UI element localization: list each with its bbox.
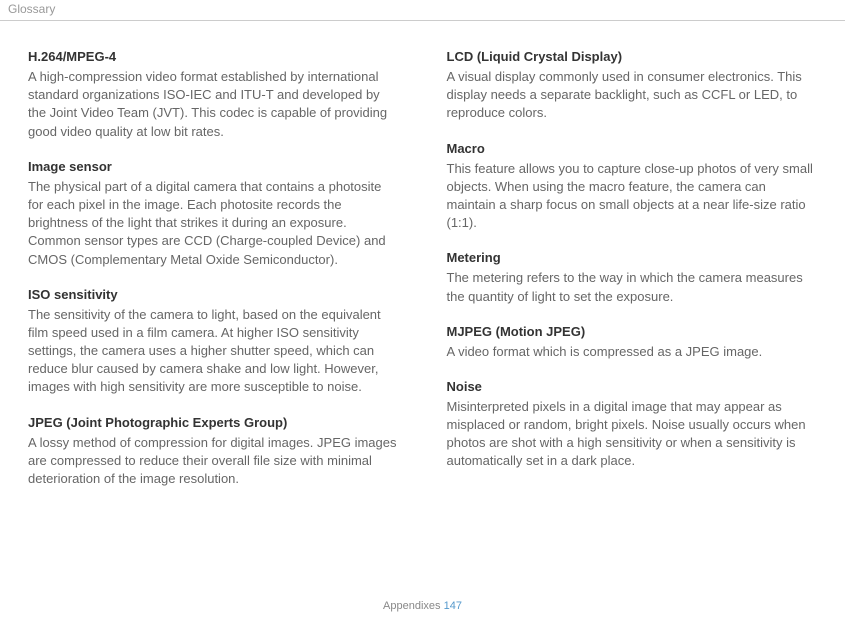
glossary-definition: A visual display commonly used in consum… [447, 68, 818, 123]
glossary-entry: Noise Misinterpreted pixels in a digital… [447, 379, 818, 471]
glossary-entry: Metering The metering refers to the way … [447, 250, 818, 305]
glossary-definition: A lossy method of compression for digita… [28, 434, 399, 489]
page-number: 147 [444, 600, 462, 612]
glossary-definition: The physical part of a digital camera th… [28, 178, 399, 269]
glossary-term: ISO sensitivity [28, 287, 399, 302]
glossary-definition: The metering refers to the way in which … [447, 269, 818, 305]
glossary-entry: ISO sensitivity The sensitivity of the c… [28, 287, 399, 397]
glossary-definition: A high-compression video format establis… [28, 68, 399, 141]
glossary-term: MJPEG (Motion JPEG) [447, 324, 818, 339]
glossary-entry: JPEG (Joint Photographic Experts Group) … [28, 415, 399, 489]
page-header: Glossary [0, 0, 845, 21]
glossary-definition: Misinterpreted pixels in a digital image… [447, 398, 818, 471]
glossary-term: LCD (Liquid Crystal Display) [447, 49, 818, 64]
right-column: LCD (Liquid Crystal Display) A visual di… [447, 49, 818, 506]
glossary-entry: Macro This feature allows you to capture… [447, 141, 818, 233]
footer-label: Appendixes [383, 600, 441, 612]
glossary-entry: LCD (Liquid Crystal Display) A visual di… [447, 49, 818, 123]
glossary-entry: H.264/MPEG-4 A high-compression video fo… [28, 49, 399, 141]
glossary-term: Metering [447, 250, 818, 265]
section-title: Glossary [8, 2, 55, 16]
glossary-term: Image sensor [28, 159, 399, 174]
content-area: H.264/MPEG-4 A high-compression video fo… [0, 21, 845, 506]
left-column: H.264/MPEG-4 A high-compression video fo… [28, 49, 399, 506]
page-footer: Appendixes 147 [0, 600, 845, 612]
glossary-definition: The sensitivity of the camera to light, … [28, 306, 399, 397]
glossary-definition: A video format which is compressed as a … [447, 343, 818, 361]
glossary-entry: Image sensor The physical part of a digi… [28, 159, 399, 269]
glossary-entry: MJPEG (Motion JPEG) A video format which… [447, 324, 818, 361]
glossary-term: H.264/MPEG-4 [28, 49, 399, 64]
glossary-term: JPEG (Joint Photographic Experts Group) [28, 415, 399, 430]
glossary-term: Noise [447, 379, 818, 394]
glossary-definition: This feature allows you to capture close… [447, 160, 818, 233]
glossary-term: Macro [447, 141, 818, 156]
